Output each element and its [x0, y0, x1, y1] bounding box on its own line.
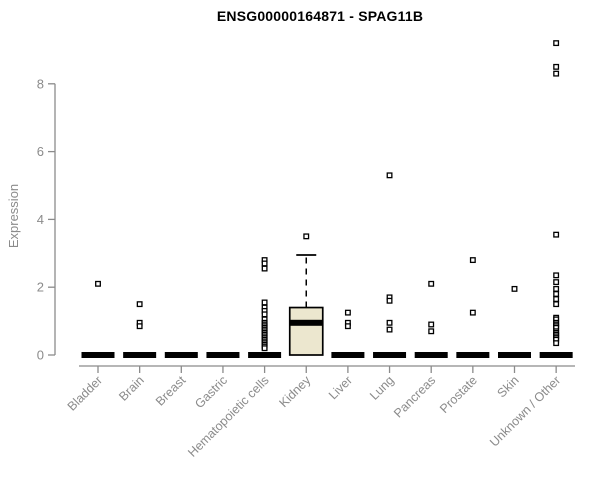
outlier-point — [95, 280, 101, 287]
outlier-point — [553, 296, 560, 303]
outlier-point — [428, 328, 435, 335]
outlier-point — [553, 40, 560, 47]
boxplot-prostate — [456, 257, 490, 358]
y-tick-label: 6 — [37, 144, 44, 159]
outlier-point — [344, 309, 351, 316]
category-label-liver: Liver — [326, 373, 355, 402]
y-tick-label: 0 — [37, 348, 44, 363]
outlier-point — [136, 301, 143, 308]
category-label-unknown-other: Unknown / Other — [487, 373, 563, 449]
median-line — [414, 352, 448, 358]
category-label-bladder: Bladder — [65, 373, 105, 413]
outlier-point — [428, 321, 435, 328]
category-label-gastric: Gastric — [192, 373, 230, 411]
boxplot-liver — [331, 309, 365, 358]
median-line — [164, 352, 198, 358]
outlier-point — [553, 279, 560, 286]
median-line — [539, 352, 573, 358]
category-label-skin: Skin — [495, 373, 522, 400]
outlier-point — [553, 285, 560, 292]
y-tick-label: 8 — [37, 76, 44, 91]
outlier-point — [386, 326, 393, 333]
box — [288, 306, 324, 356]
outlier-point — [511, 285, 518, 292]
outlier-point — [261, 265, 268, 272]
category-label-kidney: Kidney — [276, 373, 313, 410]
outlier-point — [261, 299, 268, 306]
median-line — [81, 352, 115, 358]
outlier-point — [553, 231, 560, 238]
median-line — [331, 352, 365, 358]
chart-title: ENSG00000164871 - SPAG11B — [216, 8, 424, 24]
outlier-point — [553, 340, 560, 347]
category-label-hematopoietic-cells: Hematopoietic cells — [185, 373, 272, 460]
outlier-point — [553, 272, 560, 279]
median-line — [456, 352, 490, 358]
boxplot-unknown-other — [539, 40, 573, 358]
outlier-point — [469, 257, 476, 264]
outlier-point — [261, 311, 268, 318]
outlier-point — [469, 309, 476, 316]
outlier-point — [553, 291, 560, 297]
outlier-point — [344, 323, 351, 330]
boxplot-lung — [373, 172, 407, 358]
median-line — [248, 352, 282, 358]
outlier-point — [553, 70, 560, 77]
outlier-point — [303, 233, 310, 240]
outlier-point — [553, 63, 560, 70]
outlier-point — [386, 297, 393, 304]
y-tick-label: 2 — [37, 280, 44, 295]
outlier-point — [428, 280, 435, 287]
boxplot-bladder — [81, 280, 115, 358]
boxplot-pancreas — [414, 280, 448, 358]
category-label-lung: Lung — [367, 373, 397, 403]
category-label-pancreas: Pancreas — [391, 373, 438, 420]
category-label-brain: Brain — [116, 373, 147, 404]
outlier-point — [261, 260, 268, 267]
boxplot-brain — [123, 301, 157, 358]
boxplot-gastric — [206, 352, 240, 358]
median-line — [206, 352, 240, 358]
boxplot-skin — [498, 285, 531, 358]
median-line — [123, 352, 157, 358]
boxplot-hematopoietic-cells — [248, 257, 282, 358]
median-line — [373, 352, 407, 358]
outlier-point — [386, 319, 393, 326]
boxplot-breast — [164, 352, 198, 358]
outlier-point — [261, 345, 268, 352]
outlier-point — [553, 301, 560, 308]
category-label-prostate: Prostate — [437, 373, 480, 416]
median-line — [289, 319, 323, 326]
category-label-breast: Breast — [153, 373, 189, 409]
outlier-point — [136, 323, 143, 330]
boxplot-kidney — [288, 233, 324, 356]
y-tick-label: 4 — [37, 212, 44, 227]
median-line — [498, 352, 531, 358]
outlier-point — [386, 172, 393, 179]
